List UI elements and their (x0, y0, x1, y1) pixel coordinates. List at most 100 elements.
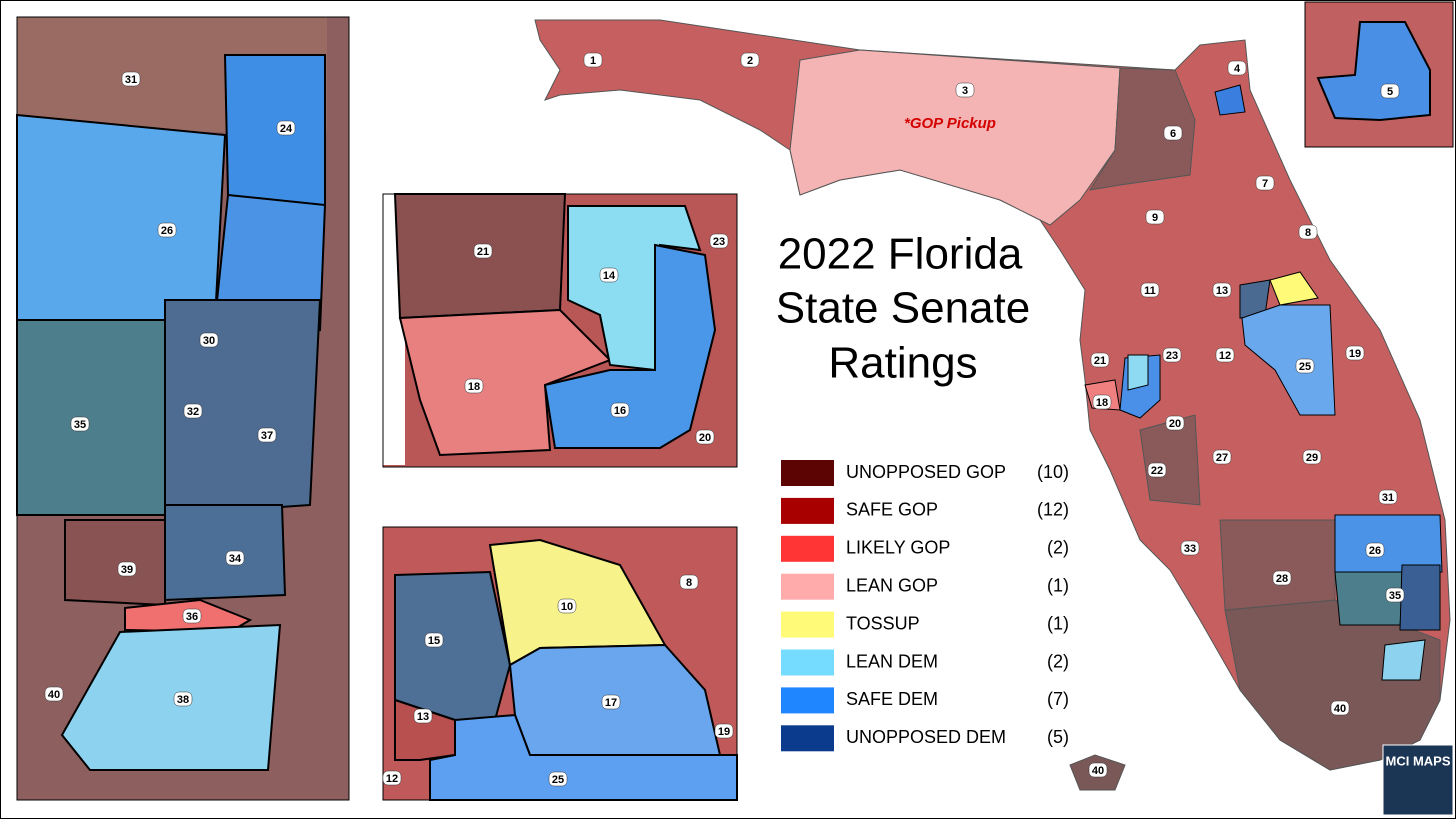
label-box (183, 403, 203, 419)
legend-count: (12) (1037, 500, 1069, 520)
label-box (1227, 60, 1247, 76)
legend-swatch (781, 687, 834, 714)
legend-swatch (781, 460, 834, 486)
label-box (473, 243, 493, 259)
label-box (1272, 570, 1292, 586)
district-area (789, 49, 1121, 226)
label-box (382, 770, 402, 786)
district-label: 37 (261, 430, 273, 442)
label-box (199, 332, 219, 348)
label-box (1163, 125, 1183, 141)
legend-count: (7) (1047, 689, 1069, 709)
district-label: 21 (1094, 355, 1106, 367)
legend-label: UNOPPOSED GOP (846, 462, 1006, 482)
district-label: 35 (1389, 590, 1401, 602)
district-label: 8 (1305, 227, 1311, 239)
legend-swatch (781, 497, 834, 524)
label-box (44, 686, 64, 702)
district-label: 31 (125, 74, 137, 86)
label-box (173, 691, 193, 707)
title: 2022 Florida State Senate Ratings (776, 230, 1030, 388)
label-box (117, 561, 137, 577)
district-label: 19 (1349, 348, 1361, 360)
district-area (1381, 639, 1426, 681)
legend-count: (1) (1047, 575, 1069, 595)
legend-label: LEAN GOP (846, 575, 938, 595)
district-label: 34 (229, 553, 242, 565)
district-label: 7 (1262, 178, 1268, 190)
district-label: 33 (1184, 543, 1196, 555)
label-box (1212, 282, 1232, 298)
district-label: 31 (1382, 492, 1394, 504)
district-label: 14 (603, 270, 616, 282)
label-box (1255, 175, 1275, 191)
label-box (679, 574, 699, 590)
district-label: 19 (718, 726, 730, 738)
inset-frame (382, 526, 738, 801)
logo-box (1382, 744, 1454, 816)
district-area (1241, 304, 1336, 416)
legend-label: UNOPPOSED DEM (846, 727, 1006, 747)
legend-swatch (781, 725, 834, 752)
district-label: 13 (1216, 285, 1228, 297)
label-box (1330, 700, 1350, 716)
district-area (543, 243, 717, 449)
logo: MCI MAPS (1382, 744, 1454, 816)
title-line: State Senate (776, 284, 1030, 333)
district-area (1127, 354, 1149, 391)
label-box (610, 402, 630, 418)
district-area (16, 319, 166, 516)
district-area (1214, 84, 1246, 116)
district-area (1219, 519, 1336, 611)
legend-label: SAFE GOP (846, 500, 938, 520)
district-label: 25 (1299, 361, 1311, 373)
district-area (1088, 67, 1196, 191)
district-label: 18 (1096, 397, 1108, 409)
legend-swatch (781, 611, 834, 638)
district-label: 9 (1152, 212, 1158, 224)
district-label: 12 (386, 773, 398, 785)
label-box (276, 120, 296, 136)
district-label: 5 (1387, 86, 1393, 98)
district-label: 23 (713, 236, 725, 248)
district-area (394, 570, 512, 721)
district-area (1269, 271, 1319, 306)
district-area (213, 193, 327, 332)
district-label: 36 (186, 611, 198, 623)
label-box (1145, 209, 1165, 225)
logo-text: MCI MAPS (1386, 753, 1451, 768)
district-label: 13 (417, 711, 429, 723)
label-box (583, 52, 603, 68)
orlando-inset (382, 526, 738, 801)
label-box (1180, 540, 1200, 556)
state-shape (534, 19, 1451, 771)
label-box (548, 771, 568, 787)
district-label: 26 (161, 225, 173, 237)
district-label: 4 (1234, 63, 1241, 75)
district-label: 28 (1276, 573, 1288, 585)
district-label: 40 (48, 689, 60, 701)
label-box (1380, 83, 1400, 99)
district-label: 30 (203, 335, 215, 347)
district-label: 17 (605, 697, 617, 709)
district-label: 3 (962, 85, 968, 97)
district-label: 8 (686, 577, 692, 589)
label-box (1365, 542, 1385, 558)
label-box (1385, 587, 1405, 603)
label-box (695, 429, 715, 445)
legend-count: (1) (1047, 613, 1069, 633)
district-area (398, 308, 612, 457)
legend-count: (2) (1047, 538, 1069, 558)
label-box (709, 233, 729, 249)
label-box (464, 378, 484, 394)
district-area (16, 113, 227, 321)
district-label: 35 (74, 419, 86, 431)
district-label: 24 (280, 123, 293, 135)
jacksonville-inset (1304, 1, 1454, 148)
district-area (164, 299, 322, 517)
label-box (601, 694, 621, 710)
district-label: 15 (428, 635, 440, 647)
district-label: 29 (1306, 452, 1318, 464)
